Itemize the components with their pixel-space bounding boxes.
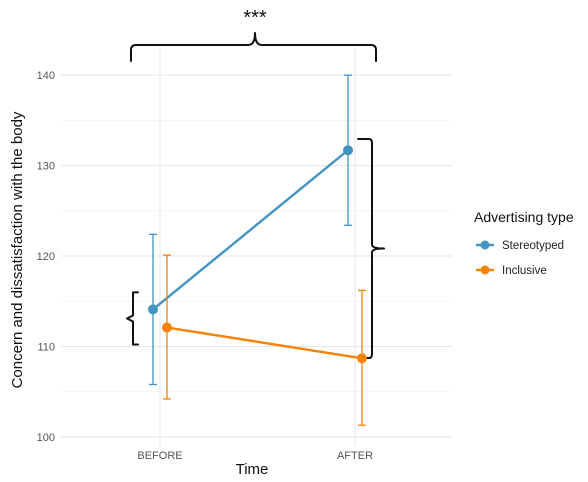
top-brace	[130, 32, 377, 62]
y-tick-label: 130	[37, 161, 55, 173]
series-layer	[148, 74, 367, 426]
series-stereotyped	[148, 74, 353, 386]
brackets	[126, 32, 385, 359]
y-tick-labels: 100 110 120 130 140	[37, 70, 55, 444]
y-axis-title: Concern and dissatisfaction with the bod…	[9, 111, 26, 388]
data-point	[357, 353, 367, 364]
x-tick-labels: BEFORE AFTER	[137, 450, 373, 462]
legend: Advertising type Stereotyped Inclusive	[474, 209, 574, 277]
legend-items: Stereotyped Inclusive	[476, 240, 564, 277]
right-brace	[357, 138, 385, 359]
legend-item-stereotyped: Stereotyped	[476, 240, 564, 252]
significance-label: ***	[243, 7, 267, 29]
y-tick-label: 110	[37, 342, 55, 354]
series-inclusive	[162, 254, 367, 426]
left-brace	[126, 291, 139, 346]
data-point	[343, 145, 353, 156]
legend-key-point	[480, 240, 490, 250]
data-point	[148, 304, 158, 315]
series-line	[166, 326, 363, 360]
x-tick-label: BEFORE	[137, 450, 182, 462]
legend-label: Stereotyped	[502, 240, 564, 252]
legend-key-point	[480, 265, 490, 275]
x-axis-title: Time	[236, 461, 269, 478]
legend-label: Inclusive	[502, 265, 547, 277]
legend-item-inclusive: Inclusive	[476, 265, 547, 277]
y-tick-label: 120	[37, 251, 55, 263]
y-tick-label: 140	[37, 70, 55, 82]
series-line	[152, 149, 349, 311]
y-tick-label: 100	[37, 432, 55, 444]
legend-title: Advertising type	[474, 209, 574, 225]
data-point	[162, 322, 172, 333]
grid	[61, 48, 452, 446]
x-tick-label: AFTER	[337, 450, 373, 462]
